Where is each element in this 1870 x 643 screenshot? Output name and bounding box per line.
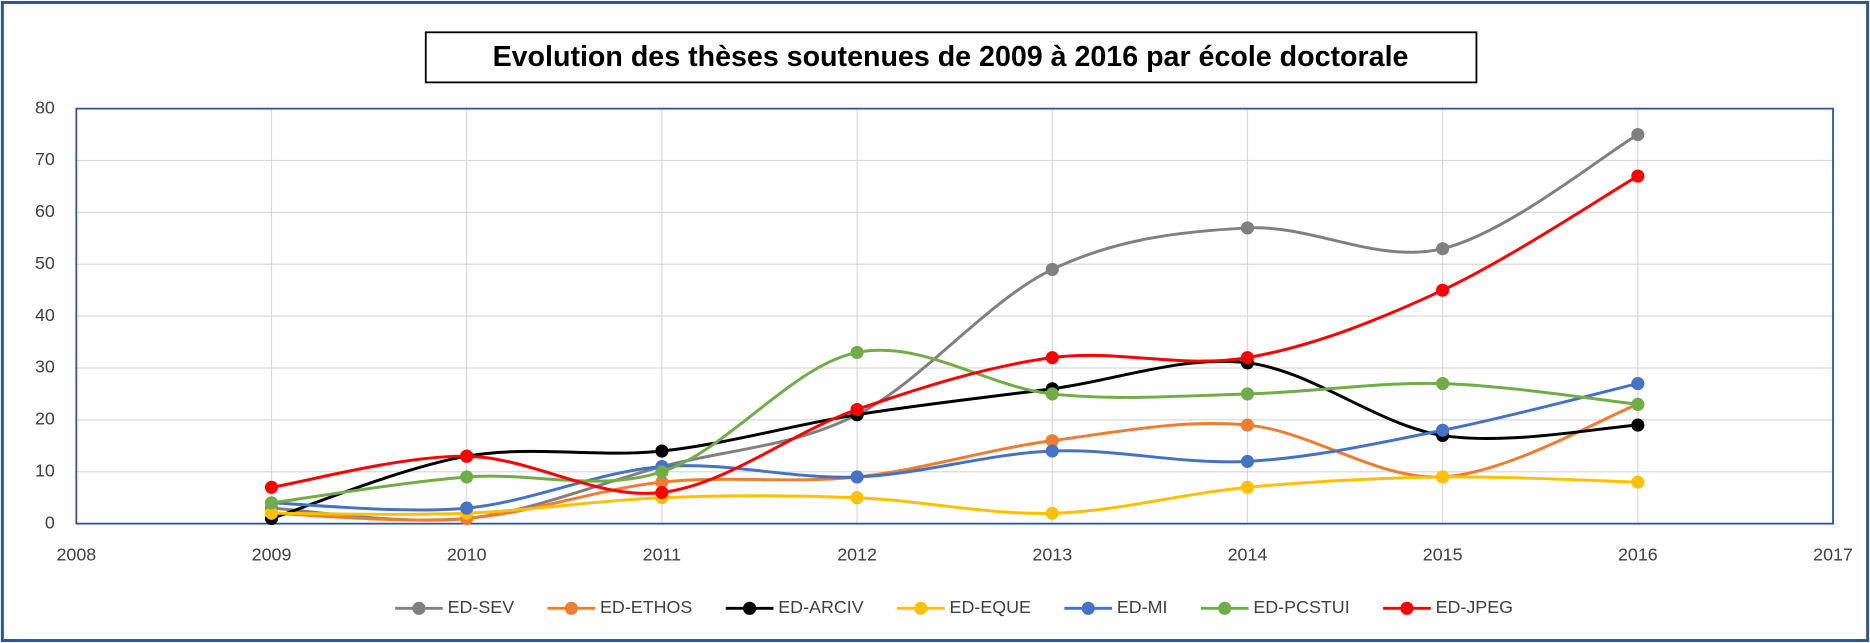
y-tick-label: 60 bbox=[35, 201, 55, 221]
series-line bbox=[271, 475, 1638, 516]
data-point bbox=[1436, 242, 1450, 256]
data-point bbox=[1631, 397, 1645, 411]
data-point bbox=[850, 345, 864, 360]
y-tick-label: 50 bbox=[35, 253, 55, 273]
x-tick-label: 2017 bbox=[1813, 545, 1853, 565]
legend-marker bbox=[1081, 601, 1095, 615]
data-point bbox=[1045, 262, 1059, 277]
series-line bbox=[271, 174, 1639, 495]
data-point bbox=[264, 496, 279, 510]
data-point bbox=[655, 465, 669, 479]
chart-title: Evolution des thèses soutenues de 2009 à… bbox=[493, 41, 1409, 73]
series-line bbox=[271, 348, 1638, 505]
legend-label: ED-ETHOS bbox=[600, 597, 692, 617]
x-tick-label: 2016 bbox=[1618, 545, 1658, 565]
legend-label: ED-SEV bbox=[448, 597, 515, 617]
data-point bbox=[1631, 418, 1645, 432]
legend-label: ED-JPEG bbox=[1436, 597, 1513, 617]
legend-marker bbox=[564, 601, 578, 615]
legend-marker bbox=[1218, 601, 1232, 615]
plot-area bbox=[75, 107, 1834, 525]
data-point bbox=[1240, 351, 1255, 365]
data-point bbox=[460, 501, 474, 515]
data-point bbox=[1436, 423, 1450, 437]
series-line bbox=[271, 382, 1639, 512]
legend-label: ED-EQUE bbox=[950, 597, 1032, 617]
y-tick-label: 30 bbox=[35, 357, 55, 377]
data-point bbox=[1240, 221, 1255, 235]
y-tick-label: 0 bbox=[45, 512, 55, 532]
x-tick-label: 2012 bbox=[837, 545, 877, 565]
data-point bbox=[1436, 470, 1450, 484]
data-point bbox=[1436, 283, 1450, 297]
y-tick-label: 10 bbox=[35, 460, 55, 480]
data-point bbox=[1045, 434, 1059, 448]
data-point bbox=[655, 444, 669, 458]
data-point bbox=[1631, 377, 1645, 391]
series-line bbox=[271, 359, 1638, 520]
y-tick-label: 70 bbox=[35, 149, 55, 169]
legend-label: ED-ARCIV bbox=[778, 597, 863, 617]
data-point bbox=[1240, 480, 1255, 494]
legend-marker bbox=[914, 601, 928, 615]
y-tick-label: 80 bbox=[35, 97, 55, 117]
data-point bbox=[1240, 454, 1255, 468]
data-point bbox=[1045, 506, 1059, 520]
data-point bbox=[655, 485, 669, 500]
legend-marker bbox=[412, 601, 426, 615]
legend-marker bbox=[743, 601, 757, 615]
data-point bbox=[264, 480, 279, 494]
y-tick-label: 20 bbox=[35, 409, 55, 429]
data-point bbox=[850, 470, 864, 484]
data-point bbox=[850, 402, 864, 417]
title-box bbox=[424, 31, 1478, 84]
data-point bbox=[1240, 418, 1255, 432]
data-point bbox=[655, 475, 669, 489]
legend-label: ED-MI bbox=[1117, 597, 1168, 617]
data-point bbox=[850, 491, 864, 505]
data-point bbox=[1045, 351, 1059, 365]
x-tick-label: 2015 bbox=[1423, 545, 1463, 565]
legend-label: ED-PCSTUI bbox=[1253, 597, 1349, 617]
data-point bbox=[1631, 169, 1645, 183]
data-point bbox=[460, 449, 474, 463]
data-point bbox=[1631, 128, 1645, 142]
data-point bbox=[460, 470, 474, 484]
data-point bbox=[1631, 475, 1645, 489]
y-tick-label: 40 bbox=[35, 305, 55, 325]
x-tick-label: 2010 bbox=[447, 545, 487, 565]
x-tick-label: 2011 bbox=[643, 545, 681, 565]
legend: ED-SEV ED-ETHOS ED-ARCIV ED-EQUE ED-MI ED-PCS… bbox=[395, 597, 1513, 617]
data-point bbox=[1045, 387, 1059, 401]
data-point bbox=[1045, 444, 1059, 458]
data-point bbox=[1240, 387, 1255, 401]
legend-marker bbox=[1400, 601, 1414, 615]
x-tick-label: 2014 bbox=[1228, 545, 1268, 565]
x-tick-label: 2008 bbox=[56, 545, 96, 565]
x-tick-label: 2013 bbox=[1032, 545, 1072, 565]
data-point bbox=[1436, 377, 1450, 391]
x-tick-label: 2009 bbox=[252, 545, 292, 565]
data-point bbox=[264, 506, 279, 520]
